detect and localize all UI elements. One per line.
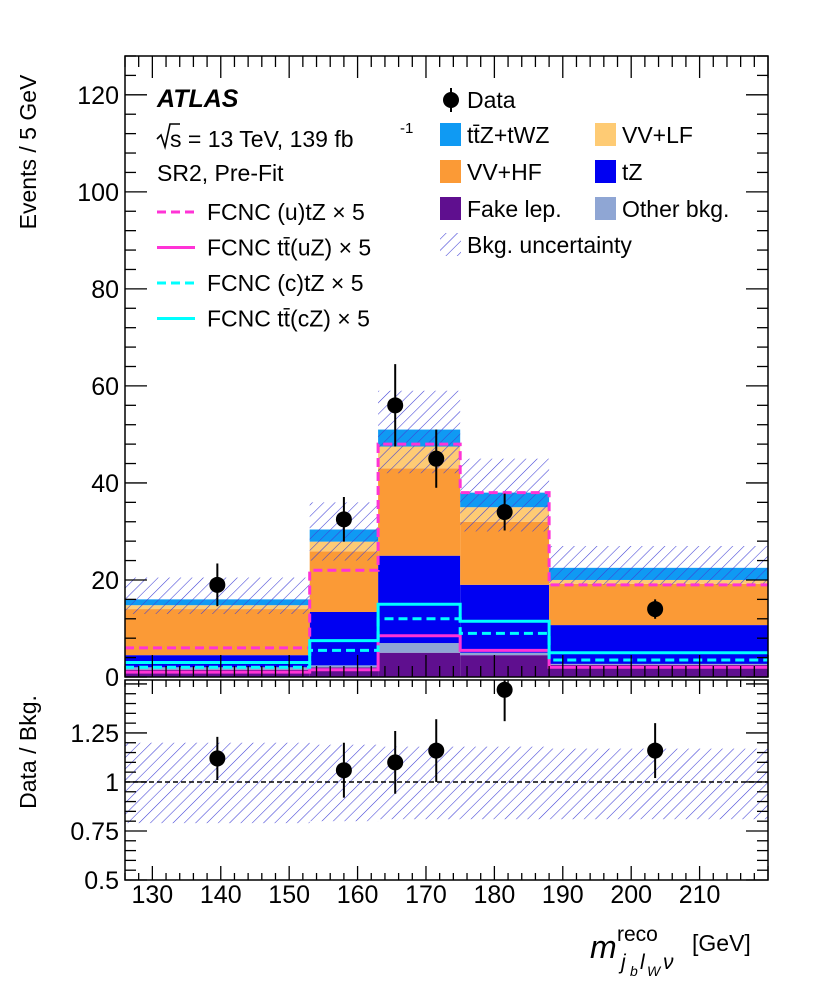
stack-bar-tz-1 [309, 611, 379, 666]
data-point-5 [647, 601, 664, 618]
x-axis-unit: [GeV] [692, 930, 751, 956]
signal-line-2 [125, 617, 768, 669]
stack-bar-tz-4 [549, 625, 768, 664]
legend-signal-label-2: FCNC (c)tZ × 5 [207, 270, 364, 296]
sqrt-symbol [156, 123, 180, 151]
ratio-content [125, 680, 768, 824]
legend-swatch-tz [595, 160, 616, 183]
legend-swatch-uncertainty [440, 233, 461, 256]
legend-label-tz: tZ [622, 159, 642, 185]
ratio-point-5 [647, 742, 664, 759]
data-point-2 [387, 397, 404, 414]
x-axis-sub-j: j [618, 951, 627, 974]
legend-signal-label-1: FCNC tt̄(uZ) × 5 [207, 235, 371, 261]
x-axis-sup: reco [617, 923, 658, 946]
x-tick-label-150: 150 [268, 881, 310, 909]
x-axis-sub-l: l [640, 951, 646, 974]
stack-bar-vv-hf-2 [378, 468, 461, 556]
legend-swatch-tt-z-twz [440, 123, 461, 146]
data-point-4 [496, 504, 513, 521]
legend-label-vv-hf: VV+HF [467, 159, 542, 185]
x-axis-title: m reco j b l W ν [GeV] [590, 923, 751, 979]
main-y-tick-label-40: 40 [91, 470, 119, 498]
ratio-point-2 [387, 754, 404, 771]
ratio-point-3 [428, 742, 445, 759]
main-y-tick-label-80: 80 [91, 276, 119, 304]
ratio-point-1 [335, 762, 352, 779]
legend-signal-label-3: FCNC tt̄(cZ) × 5 [207, 306, 370, 332]
stack-bar-other-bkg--2 [378, 643, 461, 653]
x-axis-sub-w: W [647, 963, 662, 979]
ratio-point-4 [496, 681, 513, 698]
x-tick-label-170: 170 [405, 881, 447, 909]
ratio-y-axis-title: Data / Bkg. [15, 695, 41, 809]
ratio-frame [124, 679, 769, 881]
main-panel: 0 20 40 60 80 100 120 [77, 55, 769, 692]
x-tick-label-190: 190 [542, 881, 584, 909]
x-tick-label-140: 140 [200, 881, 242, 909]
stack-bar-fake-lep--3 [460, 655, 550, 677]
stack-bar-tz-3 [460, 584, 550, 653]
legend-label-uncertainty: Bkg. uncertainty [467, 232, 632, 258]
region-label: SR2, Pre-Fit [157, 160, 284, 186]
legend-label-fake-lep-: Fake lep. [467, 196, 562, 222]
energy-superscript: -1 [400, 120, 413, 137]
x-axis-sub-b: b [630, 963, 638, 979]
legend-swatch-vv-hf [440, 160, 461, 183]
legend-signal-label-0: FCNC (u)tZ × 5 [207, 199, 365, 225]
stack-bar-vv-hf-3 [460, 521, 550, 585]
legend-label-other-bkg-: Other bkg. [622, 196, 729, 222]
signal-line-3 [125, 602, 768, 664]
x-tick-label-180: 180 [474, 881, 516, 909]
ratio-y-tick-label-0.75: 0.75 [70, 818, 119, 846]
ratio-y-tick-label-0.5: 0.5 [84, 867, 119, 895]
atlas-label: ATLAS [156, 85, 239, 113]
legend-label-tt-z-twz: tt̄Z+tWZ [467, 122, 549, 148]
energy-label: s = 13 TeV, 139 fb -1 [156, 120, 413, 152]
stack-bar-tz-2 [378, 555, 461, 644]
ratio-y-tick-label-1.25: 1.25 [70, 720, 119, 748]
ratio-panel: 130 140 150 160 170 180 190 200 210 0.5 0.75 1 1.25 [70, 679, 769, 909]
x-tick-label-210: 210 [679, 881, 721, 909]
ratio-band-4 [549, 748, 768, 820]
legend-data-label: Data [467, 87, 516, 113]
stack-bar-other-bkg--4 [549, 663, 768, 665]
legend-data-marker [443, 92, 459, 108]
x-axis-sub-nu: ν [663, 951, 674, 974]
stack-bar-vv-hf-1 [309, 551, 379, 612]
main-y-tick-label-0: 0 [105, 664, 119, 692]
background-stack [125, 390, 768, 677]
legend-swatch-other-bkg- [595, 197, 616, 220]
signal-line-0 [125, 442, 768, 650]
x-axis-var: m [590, 929, 617, 965]
data-point-0 [209, 576, 226, 593]
x-tick-label-200: 200 [610, 881, 652, 909]
main-y-tick-label-20: 20 [91, 567, 119, 595]
ratio-band-3 [460, 746, 550, 820]
legend-swatch-vv-lf [595, 123, 616, 146]
uncertainty-band-4 [549, 546, 768, 585]
ratio-y-tick-label-1: 1 [105, 769, 119, 797]
energy-text: s = 13 TeV, 139 fb [170, 126, 354, 152]
main-y-axis-title: Events / 5 GeV [15, 74, 41, 229]
main-y-tick-label-60: 60 [91, 373, 119, 401]
legend-swatch-fake-lep- [440, 197, 461, 220]
x-tick-label-160: 160 [337, 881, 379, 909]
data-point-1 [335, 511, 352, 528]
stack-bar-other-bkg--3 [460, 652, 550, 656]
legend-label-vv-lf: VV+LF [622, 122, 693, 148]
stack-bar-fake-lep--2 [378, 652, 461, 677]
main-y-tick-label-100: 100 [77, 179, 119, 207]
x-tick-label-130: 130 [132, 881, 174, 909]
ratio-point-0 [209, 750, 226, 767]
main-y-tick-label-120: 120 [77, 82, 119, 110]
legend: Data tt̄Z+tWZ VV+LF VV+HF tZ Fake lep. Other b… [157, 87, 729, 332]
data-point-3 [428, 450, 445, 467]
